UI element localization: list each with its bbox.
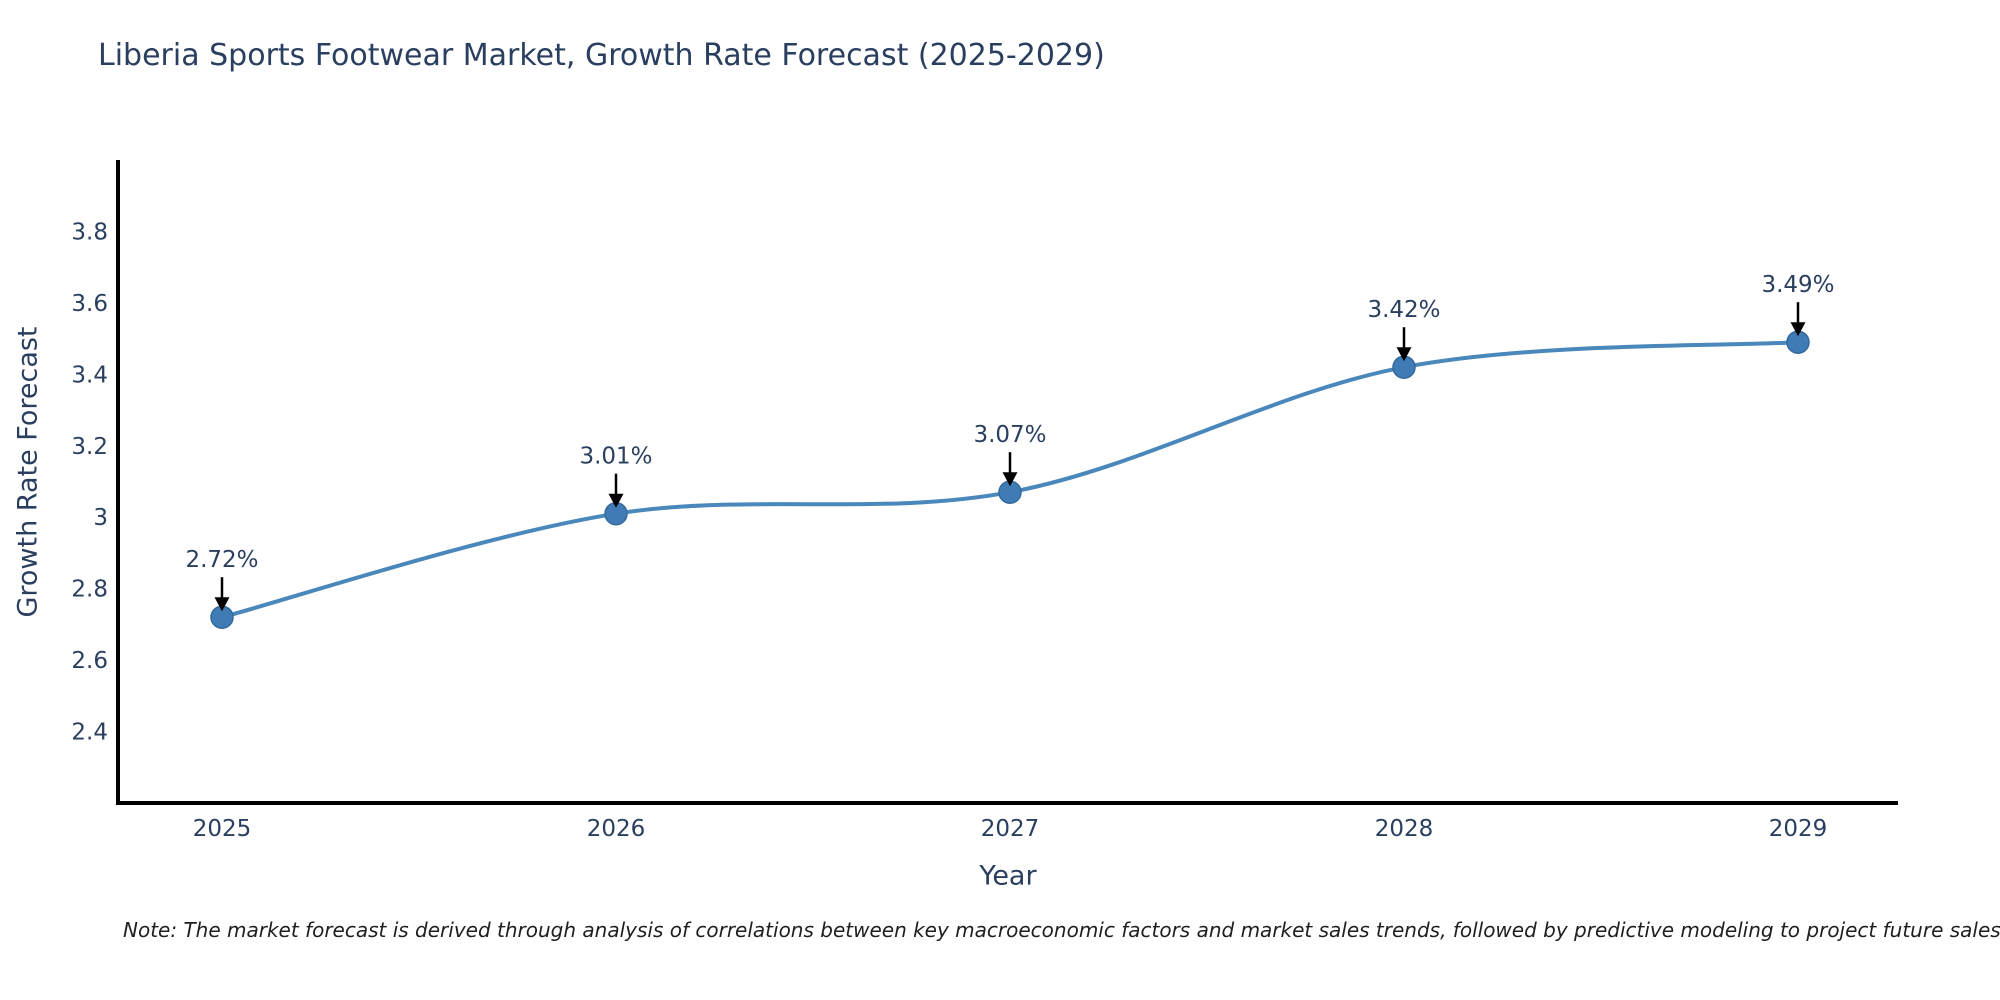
x-tick-label: 2025 xyxy=(193,816,252,842)
x-tick-label: 2027 xyxy=(981,816,1040,842)
data-point-label: 3.07% xyxy=(973,422,1046,448)
y-tick-label: 3 xyxy=(93,505,108,531)
data-point-label: 3.01% xyxy=(579,444,652,470)
data-point-label: 3.42% xyxy=(1367,297,1440,323)
y-tick-label: 2.6 xyxy=(71,648,108,674)
chart-footnote: Note: The market forecast is derived thr… xyxy=(123,918,2000,942)
annotation-arrowhead-icon xyxy=(214,597,230,612)
y-tick-label: 3.2 xyxy=(71,434,108,460)
x-tick-label: 2026 xyxy=(587,816,646,842)
annotation-arrowhead-icon xyxy=(1790,322,1806,337)
y-tick-label: 3.8 xyxy=(71,219,108,245)
x-tick-label: 2029 xyxy=(1769,816,1828,842)
x-tick-label: 2028 xyxy=(1375,816,1434,842)
y-tick-label: 3.4 xyxy=(71,362,108,388)
chart-title: Liberia Sports Footwear Market, Growth R… xyxy=(98,38,1105,73)
y-tick-label: 3.6 xyxy=(71,291,108,317)
y-tick-label: 2.8 xyxy=(71,577,108,603)
x-axis-title: Year xyxy=(979,860,1037,892)
y-tick-label: 2.4 xyxy=(71,720,108,746)
annotation-arrowhead-icon xyxy=(608,493,624,508)
annotation-arrowhead-icon xyxy=(1396,347,1412,362)
annotation-arrowhead-icon xyxy=(1002,472,1018,487)
data-point-label: 2.72% xyxy=(185,547,258,573)
data-point-label: 3.49% xyxy=(1761,272,1834,298)
